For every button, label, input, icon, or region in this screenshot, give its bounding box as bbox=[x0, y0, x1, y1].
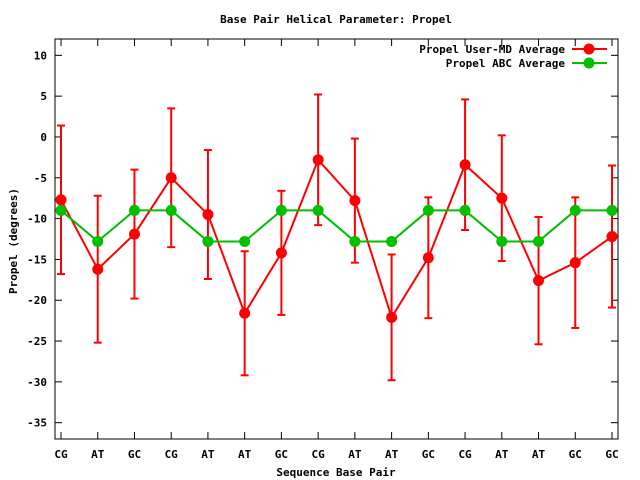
x-tick-label: AT bbox=[91, 448, 105, 461]
x-tick-label: GC bbox=[422, 448, 435, 461]
x-tick-label: GC bbox=[275, 448, 288, 461]
series-line bbox=[60, 157, 613, 320]
x-tick-label: CG bbox=[165, 448, 179, 461]
data-point bbox=[55, 194, 67, 206]
data-point bbox=[349, 235, 361, 247]
x-tick-label: GC bbox=[569, 448, 582, 461]
data-point bbox=[606, 231, 618, 243]
x-tick-label: GC bbox=[605, 448, 618, 461]
data-point bbox=[55, 204, 67, 216]
y-tick-label: -20 bbox=[27, 294, 47, 307]
data-point bbox=[422, 252, 434, 264]
data-point bbox=[275, 247, 287, 259]
data-point bbox=[349, 195, 361, 207]
y-axis-ticks: 10 5 0 -5 -10 -15 -20 -25 -30 -35 bbox=[27, 49, 618, 430]
data-point bbox=[533, 235, 545, 247]
data-point bbox=[496, 235, 508, 247]
data-point bbox=[128, 204, 140, 216]
data-point bbox=[606, 204, 618, 216]
legend-swatch-point bbox=[583, 57, 595, 69]
data-point bbox=[239, 307, 251, 319]
x-tick-label: AT bbox=[385, 448, 399, 461]
series-1 bbox=[55, 93, 618, 382]
x-tick-label: AT bbox=[238, 448, 252, 461]
chart-title: Base Pair Helical Parameter: Propel bbox=[220, 13, 452, 26]
data-point bbox=[422, 204, 434, 216]
data-point bbox=[165, 172, 177, 184]
x-tick-label: AT bbox=[348, 448, 362, 461]
x-tick-label: CG bbox=[54, 448, 68, 461]
data-point bbox=[386, 235, 398, 247]
x-tick-label: AT bbox=[532, 448, 546, 461]
x-tick-label: CG bbox=[312, 448, 326, 461]
data-point bbox=[128, 228, 140, 240]
y-tick-label: 0 bbox=[40, 131, 47, 144]
data-point bbox=[569, 257, 581, 269]
data-point bbox=[312, 154, 324, 166]
y-tick-label: 5 bbox=[40, 90, 47, 103]
legend-swatch-point bbox=[583, 43, 595, 55]
x-tick-label: AT bbox=[201, 448, 215, 461]
data-point bbox=[202, 235, 214, 247]
y-tick-label: -30 bbox=[27, 376, 47, 389]
y-tick-label: 10 bbox=[34, 49, 47, 62]
y-tick-label: -35 bbox=[27, 417, 47, 430]
data-point bbox=[496, 192, 508, 204]
data-point bbox=[239, 235, 251, 247]
data-point bbox=[275, 204, 287, 216]
x-tick-label: AT bbox=[495, 448, 509, 461]
data-point bbox=[312, 204, 324, 216]
data-point bbox=[92, 263, 104, 275]
data-point bbox=[533, 275, 545, 287]
x-tick-label: CG bbox=[458, 448, 472, 461]
y-tick-label: -10 bbox=[27, 213, 47, 226]
data-point bbox=[459, 204, 471, 216]
legend-label: Propel ABC Average bbox=[446, 57, 566, 70]
data-point bbox=[92, 235, 104, 247]
data-point bbox=[569, 204, 581, 216]
y-tick-label: -5 bbox=[34, 172, 47, 185]
legend-label: Propel User-MD Average bbox=[419, 43, 565, 56]
data-point bbox=[165, 204, 177, 216]
series-line bbox=[60, 209, 612, 243]
series-layer bbox=[55, 93, 618, 382]
data-point bbox=[202, 209, 214, 221]
plot-frame bbox=[54, 38, 619, 440]
x-tick-label: GC bbox=[128, 448, 141, 461]
data-point bbox=[459, 159, 471, 171]
series-2 bbox=[55, 204, 618, 247]
data-point bbox=[386, 311, 398, 323]
x-axis-ticks: CG AT GC CG AT AT GC CG AT AT GC CG AT AT GC GC bbox=[54, 39, 619, 461]
y-tick-label: -15 bbox=[27, 253, 47, 266]
y-tick-label: -25 bbox=[27, 335, 47, 348]
y-axis-label: Propel (degrees) bbox=[7, 188, 20, 294]
x-axis-label: Sequence Base Pair bbox=[276, 466, 396, 479]
